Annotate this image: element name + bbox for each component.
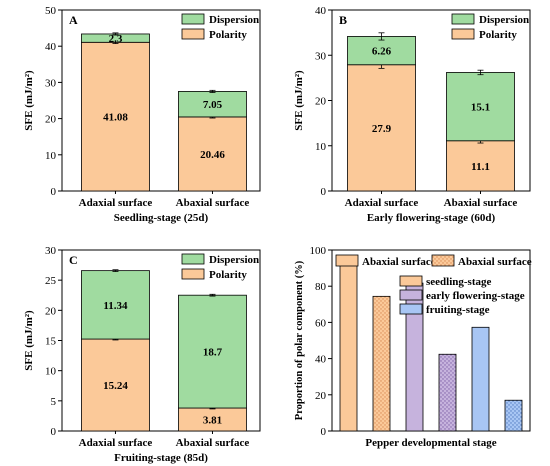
bar-dispersion bbox=[178, 91, 247, 118]
y-tick-label: 10 bbox=[45, 150, 57, 162]
y-tick-label: 60 bbox=[315, 317, 327, 329]
data-label: 15.24 bbox=[103, 380, 128, 392]
x-axis-label: Pepper developmental stage bbox=[365, 437, 496, 449]
y-tick-label: 5 bbox=[51, 396, 57, 408]
y-tick-label: 25 bbox=[45, 275, 57, 287]
y-tick-label: 40 bbox=[315, 5, 327, 17]
y-tick-label: 20 bbox=[45, 114, 57, 126]
legend-swatch bbox=[451, 13, 475, 25]
x-tick-label: Abaxial surface bbox=[176, 437, 250, 449]
bar-polarity bbox=[446, 140, 515, 192]
bar-fruiting-abaxial bbox=[504, 399, 523, 432]
x-tick-label: Adaxial surface bbox=[79, 197, 153, 209]
panel-letter: A bbox=[69, 13, 78, 27]
legend-swatch bbox=[451, 28, 475, 40]
legend-label: fruiting-stage bbox=[426, 304, 490, 316]
y-tick-label: 50 bbox=[45, 5, 57, 17]
bar-fruiting-adaxial bbox=[471, 326, 490, 432]
panel-letter: C bbox=[69, 253, 78, 267]
bar-polarity bbox=[81, 338, 150, 432]
x-tick-label: Adaxial surface bbox=[79, 437, 153, 449]
legend-label: early flowering-stage bbox=[426, 290, 525, 302]
data-label: 11.34 bbox=[103, 300, 128, 312]
bar-dispersion bbox=[178, 294, 247, 409]
y-tick-label: 80 bbox=[315, 281, 327, 293]
legend-swatch bbox=[181, 28, 205, 40]
legend-swatch bbox=[399, 275, 423, 287]
x-tick-label: Adaxial surface bbox=[345, 197, 419, 209]
plot-frame bbox=[331, 249, 531, 432]
y-tick-label: 0 bbox=[51, 426, 57, 438]
y-tick-label: 30 bbox=[45, 77, 57, 89]
legend-label: Polarity bbox=[209, 269, 247, 281]
y-axis-label: SFE (mJ/m²) bbox=[23, 310, 35, 371]
y-axis-label: SFE (mJ/m²) bbox=[23, 70, 35, 131]
y-axis-label: Proportion of polar component (%) bbox=[294, 260, 305, 420]
bar-polarity bbox=[81, 41, 150, 192]
panel-b: 0 10 20 30 40 B SFE (mJ/m²) Adaxial surface 27.9… bbox=[293, 5, 531, 224]
bar-dispersion bbox=[347, 36, 416, 66]
y-tick-label: 0 bbox=[51, 186, 57, 198]
legend-swatch bbox=[181, 13, 205, 25]
data-label: 6.26 bbox=[372, 46, 392, 58]
legend-swatch bbox=[399, 289, 423, 301]
legend-label: Polarity bbox=[209, 29, 247, 41]
data-label: 11.1 bbox=[471, 161, 490, 173]
bar-polarity bbox=[347, 64, 416, 192]
y-tick-label: 15 bbox=[45, 336, 57, 348]
data-label: 18.7 bbox=[203, 347, 223, 359]
legend-label: Abaxial surface bbox=[458, 256, 532, 268]
x-axis-label: Fruiting-stage (85d) bbox=[114, 452, 208, 464]
y-tick-label: 20 bbox=[45, 305, 57, 317]
legend-swatch bbox=[181, 268, 205, 280]
legend-label: Dispersion bbox=[209, 254, 259, 266]
legend-swatch bbox=[431, 254, 455, 267]
y-tick-label: 10 bbox=[315, 141, 327, 153]
legend-label: Abaxial surface bbox=[362, 256, 436, 268]
legend-label: Polarity bbox=[479, 29, 517, 41]
bar-polarity bbox=[178, 116, 247, 192]
panel-d: 020406080100DProportion of polar compone… bbox=[294, 245, 532, 449]
data-label: 3.81 bbox=[203, 415, 222, 427]
legend-label: Dispersion bbox=[209, 14, 259, 26]
y-tick-label: 30 bbox=[315, 50, 327, 62]
legend-label: seedling-stage bbox=[426, 276, 492, 288]
y-tick-label: 10 bbox=[45, 366, 57, 378]
panel-a: 0 10 20 30 40 50 A SFE (mJ/m²) Adaxial surface 41… bbox=[23, 5, 261, 224]
y-tick-label: 100 bbox=[310, 245, 327, 257]
y-tick-label: 0 bbox=[321, 186, 327, 198]
bar-seedling-adaxial bbox=[339, 259, 358, 432]
data-label: 7.05 bbox=[203, 99, 223, 111]
data-label: 27.9 bbox=[372, 123, 392, 135]
y-tick-label: 20 bbox=[315, 390, 327, 402]
bar-early-abaxial bbox=[438, 353, 457, 432]
legend-swatch bbox=[399, 303, 423, 315]
data-label: 2.3 bbox=[109, 33, 123, 45]
x-axis-label: Seedling-stage (25d) bbox=[114, 212, 209, 224]
legend-label: Dispersion bbox=[479, 14, 529, 26]
y-tick-label: 20 bbox=[315, 96, 327, 108]
y-tick-label: 0 bbox=[321, 426, 327, 438]
panel-letter: B bbox=[339, 13, 347, 27]
y-tick-label: 40 bbox=[45, 41, 57, 53]
y-tick-label: 40 bbox=[315, 354, 327, 366]
data-label: 41.08 bbox=[103, 112, 128, 124]
data-label: 20.46 bbox=[200, 149, 225, 161]
data-label: 15.1 bbox=[471, 102, 490, 114]
legend-swatch bbox=[181, 253, 205, 265]
x-tick-label: Abaxial surface bbox=[444, 197, 518, 209]
bar-seedling-abaxial bbox=[372, 295, 391, 432]
plot-frame bbox=[61, 9, 261, 192]
panel-c: 0 5 10 15 20 25 30 C SFE (mJ/m²) Adaxial surface 1… bbox=[23, 245, 261, 464]
y-axis-label: SFE (mJ/m²) bbox=[293, 70, 305, 131]
bar-dispersion bbox=[81, 270, 150, 340]
legend-swatch bbox=[335, 254, 359, 267]
x-axis-label: Early flowering-stage (60d) bbox=[367, 212, 496, 224]
x-tick-label: Abaxial surface bbox=[176, 197, 250, 209]
y-tick-label: 30 bbox=[45, 245, 57, 257]
